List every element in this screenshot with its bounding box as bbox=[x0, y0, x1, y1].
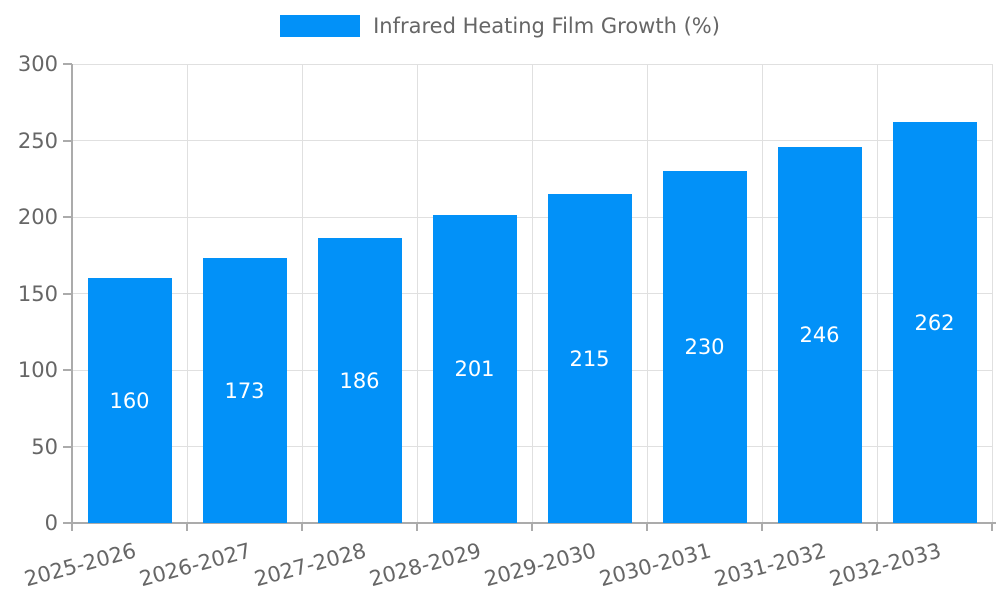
bar[interactable] bbox=[317, 238, 402, 523]
x-axis-tick bbox=[301, 523, 303, 531]
bar-value-label: 186 bbox=[339, 368, 380, 393]
y-axis-tick bbox=[63, 445, 72, 448]
x-gridline bbox=[301, 64, 303, 523]
bar-value-label: 262 bbox=[914, 310, 955, 335]
y-tick-label: 200 bbox=[17, 205, 58, 229]
bar[interactable] bbox=[662, 171, 747, 523]
chart-legend: Infrared Heating Film Growth (%) bbox=[0, 14, 1000, 38]
x-gridline bbox=[646, 64, 648, 523]
x-tick-label: 2028-2029 bbox=[366, 538, 484, 592]
bar-value-label: 201 bbox=[454, 357, 495, 382]
bar[interactable] bbox=[892, 122, 977, 523]
bar[interactable] bbox=[432, 215, 517, 523]
y-axis-tick bbox=[63, 63, 72, 65]
legend-label: Infrared Heating Film Growth (%) bbox=[373, 14, 720, 38]
y-tick-label: 250 bbox=[17, 128, 58, 153]
y-tick-label: 150 bbox=[17, 281, 58, 306]
x-gridline bbox=[876, 64, 878, 523]
legend-item[interactable]: Infrared Heating Film Growth (%) bbox=[280, 14, 720, 38]
y-axis-line bbox=[71, 64, 73, 531]
y-tick-label: 50 bbox=[31, 434, 58, 459]
y-tick-label: 100 bbox=[17, 358, 58, 382]
x-gridline bbox=[761, 64, 763, 523]
legend-swatch-icon bbox=[280, 15, 361, 37]
x-axis-tick bbox=[186, 523, 188, 531]
x-tick-label: 2032-2033 bbox=[826, 538, 944, 592]
bar-value-label: 160 bbox=[109, 388, 150, 413]
x-gridline bbox=[416, 64, 418, 523]
bar-value-label: 215 bbox=[569, 346, 610, 371]
x-axis-tick bbox=[531, 523, 533, 531]
y-axis-tick bbox=[63, 292, 72, 295]
y-axis-tick bbox=[63, 216, 72, 218]
x-gridline bbox=[186, 64, 188, 523]
bar[interactable] bbox=[547, 194, 632, 523]
x-tick-label: 2030-2031 bbox=[596, 538, 714, 592]
x-axis-tick bbox=[991, 523, 993, 531]
bar[interactable] bbox=[87, 278, 172, 523]
bar-value-label: 173 bbox=[224, 378, 265, 403]
x-gridline bbox=[531, 64, 533, 523]
x-tick-label: 2027-2028 bbox=[251, 538, 369, 592]
y-tick-label: 0 bbox=[44, 511, 58, 535]
x-tick-label: 2031-2032 bbox=[711, 538, 829, 592]
x-tick-label: 2025-2026 bbox=[21, 538, 139, 592]
y-axis-tick bbox=[63, 139, 72, 142]
bar-value-label: 230 bbox=[684, 335, 725, 360]
x-gridline bbox=[991, 64, 993, 523]
bar-value-label: 246 bbox=[799, 322, 840, 347]
bar[interactable] bbox=[202, 258, 287, 523]
x-axis-tick bbox=[876, 523, 878, 531]
x-axis-line bbox=[72, 522, 996, 524]
x-axis-tick bbox=[416, 523, 418, 531]
bar[interactable] bbox=[777, 146, 862, 523]
x-axis-tick bbox=[761, 523, 763, 531]
x-tick-label: 2026-2027 bbox=[136, 538, 254, 592]
x-tick-label: 2029-2030 bbox=[481, 538, 599, 592]
y-axis-tick bbox=[63, 522, 72, 524]
x-axis-tick bbox=[646, 523, 648, 531]
y-tick-label: 300 bbox=[17, 52, 58, 76]
y-axis-tick bbox=[63, 369, 72, 371]
